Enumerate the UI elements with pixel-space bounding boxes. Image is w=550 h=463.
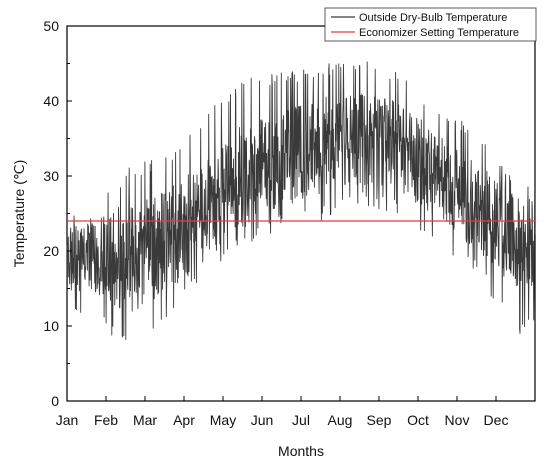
plot-frame: [66, 25, 536, 402]
x-tick-label: Aug: [328, 412, 353, 428]
y-tick-label: 50: [43, 18, 59, 34]
y-tick-label: 0: [51, 393, 59, 409]
plot-area: [66, 25, 536, 402]
legend: Outside Dry-Bulb Temperature Economizer …: [324, 7, 537, 42]
y-axis-label: Temperature (℃): [11, 160, 27, 268]
x-tick-label: Jul: [292, 412, 310, 428]
x-tick-label: Jun: [251, 412, 274, 428]
y-tick-label: 30: [43, 168, 59, 184]
x-tick-label: Sep: [367, 412, 392, 428]
x-tick-label: Mar: [133, 412, 157, 428]
x-tick-label: Apr: [173, 412, 195, 428]
legend-box: [324, 7, 537, 42]
x-axis-label: Months: [278, 443, 324, 459]
y-tick-label: 10: [43, 318, 59, 334]
x-tick-label: Dec: [484, 412, 509, 428]
y-tick-label: 40: [43, 93, 59, 109]
x-tick-label: Feb: [94, 412, 118, 428]
x-axis: Jan Feb Mar Apr May Jun Jul Aug Sep Oct Nov Dec: [56, 396, 509, 428]
y-axis: 0 10 20 30 40 50: [43, 18, 72, 409]
series-outside-dry-bulb: [66, 61, 536, 340]
x-tick-label: Jan: [56, 412, 79, 428]
x-tick-label: Oct: [407, 412, 429, 428]
x-tick-label: Nov: [445, 412, 470, 428]
temperature-trace: [66, 61, 536, 340]
legend-label-outside-dry-bulb: Outside Dry-Bulb Temperature: [359, 12, 507, 24]
y-tick-label: 20: [43, 243, 59, 259]
x-tick-label: May: [210, 412, 236, 428]
legend-label-economizer-setting: Economizer Setting Temperature: [359, 27, 519, 39]
